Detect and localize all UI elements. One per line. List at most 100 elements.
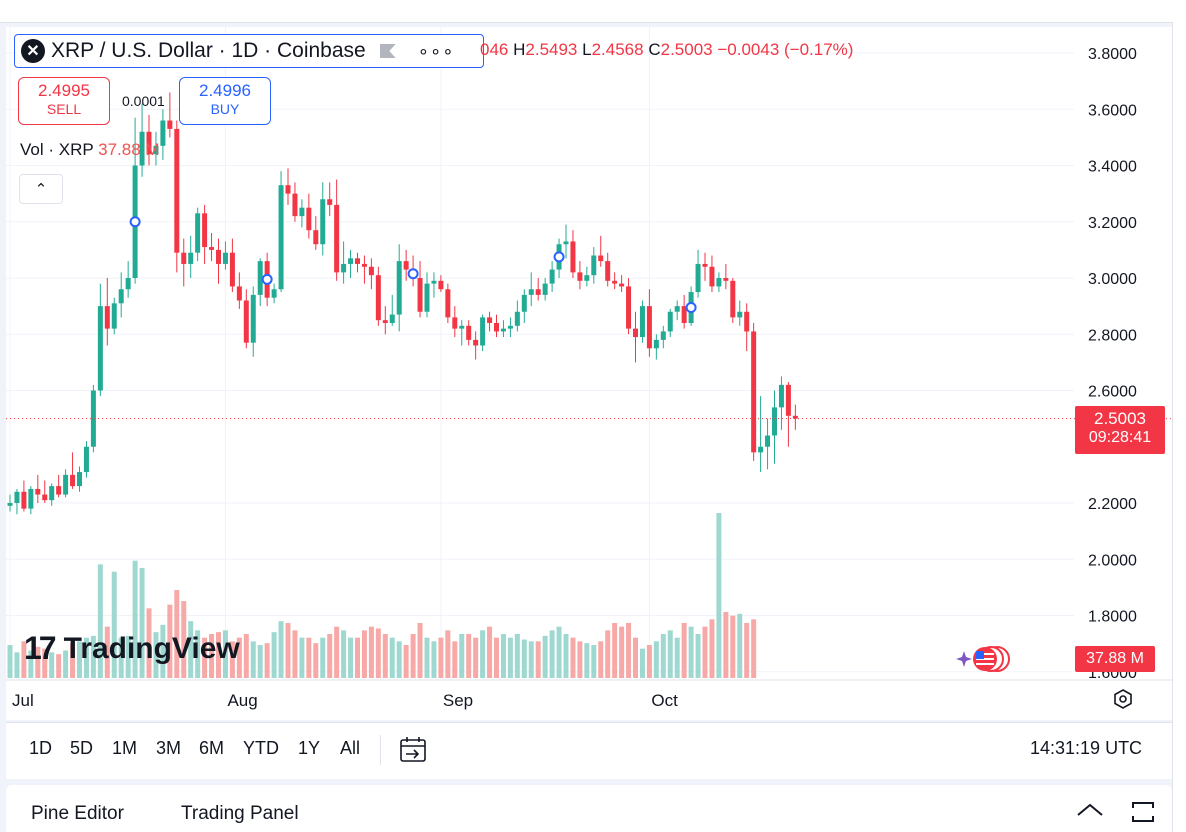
volume-bar (480, 630, 486, 678)
candle-body (375, 275, 381, 321)
volume-bar (348, 637, 354, 678)
candle-body (313, 230, 319, 245)
candle-body (250, 294, 256, 343)
volume-bar (97, 564, 103, 678)
candle-body (229, 252, 235, 287)
y-tick-label: 3.6000 (1088, 102, 1137, 119)
spread-value: 0.0001 (122, 93, 165, 109)
candle-body (306, 207, 312, 231)
x-tick-label: Oct (651, 691, 678, 710)
volume-bar (660, 634, 666, 678)
candle-body (118, 289, 124, 304)
ohlc-high-label: H (513, 40, 526, 59)
tradingview-watermark[interactable]: 17 TradingView (24, 630, 240, 667)
range-1m-button[interactable]: 1M (112, 738, 138, 758)
candle-body (257, 261, 263, 295)
range-1y-button[interactable]: 1Y (298, 738, 321, 758)
x-tick-label: Sep (443, 691, 473, 710)
volume-bar (737, 613, 743, 678)
range-3m-button[interactable]: 3M (156, 738, 182, 758)
go-to-date-calendar-icon[interactable] (398, 735, 428, 765)
range-1d-button[interactable]: 1D (29, 738, 53, 758)
more-options-icon[interactable]: ∘∘∘ (417, 40, 455, 61)
event-marker (261, 273, 273, 285)
range-all-button[interactable]: All (340, 738, 361, 758)
symbol-legend[interactable]: ✕ XRP / U.S. Dollar · 1D · Coinbase ∘∘∘ (14, 34, 484, 68)
volume-legend-label: Vol · XRP (20, 140, 94, 159)
volume-bar (216, 632, 221, 678)
range-5d-button[interactable]: 5D (70, 738, 94, 758)
candle-body (633, 328, 638, 338)
volume-bar (723, 612, 729, 678)
candle-body (368, 266, 374, 276)
volume-bar (639, 648, 645, 678)
volume-bar (368, 626, 374, 678)
candle-body (667, 311, 673, 332)
volume-bar (702, 626, 708, 678)
chart-settings-icon[interactable] (1112, 688, 1134, 710)
range-ytd-button[interactable]: YTD (243, 738, 279, 758)
volume-bar (382, 634, 388, 678)
volume-bar (612, 623, 618, 678)
ohlc-values: 046 H2.5493 L2.4568 C2.5003 −0.0043 (−0.… (480, 40, 853, 60)
volume-bar (125, 635, 131, 678)
price-chart[interactable]: 3.8000 3.6000 3.4000 3.2000 3.0000 2.8000 2.60… (6, 27, 1172, 720)
sparkle-icon[interactable] (956, 651, 972, 667)
us-flag-icon[interactable] (973, 646, 1010, 672)
utc-clock[interactable]: 14:31:19 UTC (1030, 738, 1143, 758)
volume-bar (278, 621, 284, 678)
range-6m-button[interactable]: 6M (199, 738, 225, 758)
volume-bar (28, 650, 34, 678)
volume-bar (139, 568, 145, 678)
volume-bar (229, 641, 235, 678)
candle-body (549, 269, 555, 284)
candle-body (56, 486, 62, 495)
candle-body (639, 306, 645, 338)
candle-body (494, 323, 499, 332)
volume-bar (160, 624, 166, 678)
trading-panel-tab[interactable]: Trading Panel (181, 803, 299, 824)
y-tick-label: 3.0000 (1088, 271, 1137, 288)
buy-button[interactable]: 2.4996 BUY (179, 77, 271, 125)
economic-events-icons[interactable] (955, 645, 1017, 673)
candle-body (7, 503, 13, 506)
candle-body (459, 325, 465, 329)
volume-bar (626, 623, 632, 678)
candle-body (612, 280, 618, 284)
volume-bar (264, 643, 270, 678)
candle-body (63, 474, 69, 495)
top-toolbar (0, 0, 1186, 23)
flag-icon[interactable] (379, 44, 396, 58)
candle-body (480, 317, 486, 346)
candle-body (445, 289, 451, 318)
chart-area[interactable]: 3.8000 3.6000 3.4000 3.2000 3.0000 2.8000 2.60… (6, 27, 1172, 720)
candle-body (653, 339, 659, 349)
candle-body (243, 300, 249, 343)
candle-body (452, 317, 458, 329)
volume-bar (14, 652, 20, 678)
sell-button[interactable]: 2.4995 SELL (18, 77, 110, 125)
volume-bar (633, 637, 638, 678)
volume-bar (591, 645, 597, 678)
candle-body (737, 311, 743, 318)
expand-panel-chevron-icon[interactable] (1075, 800, 1105, 820)
candle-body (222, 252, 228, 264)
volume-bar (271, 632, 277, 678)
candle-body (778, 384, 784, 408)
volume-legend[interactable]: Vol · XRP 37.88 M (20, 140, 160, 160)
collapse-legend-button[interactable]: ⌃ (19, 174, 63, 204)
volume-bar (90, 635, 96, 678)
candle-body (42, 494, 48, 501)
candle-body (681, 306, 687, 323)
toolbar-divider (380, 735, 381, 765)
candle-body (772, 407, 777, 436)
maximize-panel-icon[interactable] (1130, 800, 1156, 824)
pine-editor-tab[interactable]: Pine Editor (31, 803, 124, 824)
volume-bar (674, 637, 680, 678)
volume-bar (375, 628, 381, 678)
candle-body (417, 278, 423, 312)
volume-bar (188, 621, 194, 678)
volume-bar (181, 601, 187, 678)
volume-bar (285, 623, 291, 678)
volume-bar (132, 560, 138, 678)
